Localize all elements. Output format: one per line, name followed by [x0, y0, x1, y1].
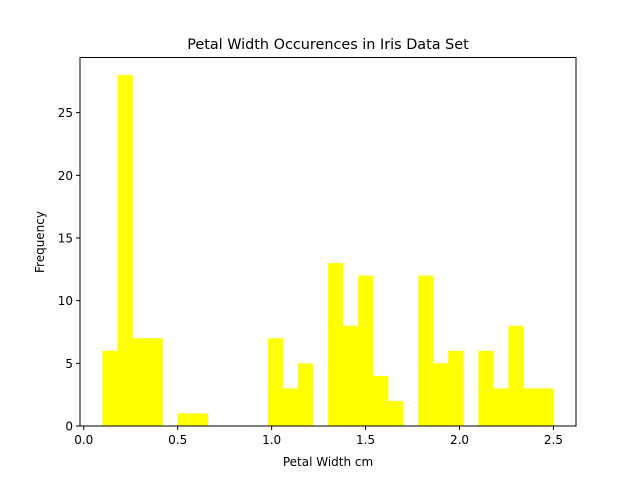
histogram-bar-21: [418, 275, 434, 426]
histogram-bar-26: [493, 388, 509, 426]
histogram-bar-12: [282, 388, 299, 426]
histogram-bar-1: [117, 75, 133, 427]
histogram-bar-11: [267, 338, 284, 426]
histogram-bar-2: [132, 338, 148, 426]
x-tick-label: 2.0: [450, 433, 469, 447]
x-tick-label: 1.5: [356, 433, 375, 447]
y-axis-label: Frequency: [33, 211, 47, 273]
y-tick-label: 20: [58, 169, 73, 183]
histogram-bar-28: [523, 388, 539, 426]
histogram-bar-15: [328, 263, 344, 426]
x-axis-ticks: 0.0 0.5 1.0 1.5 2.0 2.5: [74, 426, 563, 447]
y-tick-label: 15: [58, 231, 73, 245]
histogram-bar-17: [358, 275, 374, 426]
x-tick-label: 0.5: [168, 433, 187, 447]
y-axis-ticks: 0 5 10 15 20 25: [58, 106, 80, 434]
x-tick-label: 1.0: [262, 433, 281, 447]
histogram-bar-19: [388, 400, 404, 426]
plot-frame: [79, 57, 577, 427]
histogram-bar-29: [538, 388, 554, 426]
histogram-bar-27: [508, 325, 524, 426]
histogram-bar-23: [448, 350, 464, 426]
histogram-bar-5: [177, 413, 194, 426]
y-tick-label: 10: [58, 294, 73, 308]
histogram-bar-6: [192, 413, 209, 426]
histogram-bar-18: [373, 375, 389, 426]
y-tick-label: 5: [65, 357, 73, 371]
y-tick-label: 0: [65, 420, 73, 434]
histogram-bar-3: [147, 338, 163, 426]
x-tick-label: 0.0: [74, 433, 93, 447]
bars-group: [102, 75, 554, 427]
chart-title: Petal Width Occurences in Iris Data Set: [187, 37, 469, 53]
histogram-bar-25: [478, 350, 494, 426]
histogram-bar-13: [297, 363, 314, 426]
y-tick-label: 25: [58, 106, 73, 120]
histogram-bar-0: [102, 350, 118, 426]
x-tick-label: 2.5: [544, 433, 563, 447]
x-axis-label: Petal Width cm: [283, 455, 373, 469]
histogram-bar-16: [343, 325, 359, 426]
histogram-bar-22: [433, 363, 449, 426]
